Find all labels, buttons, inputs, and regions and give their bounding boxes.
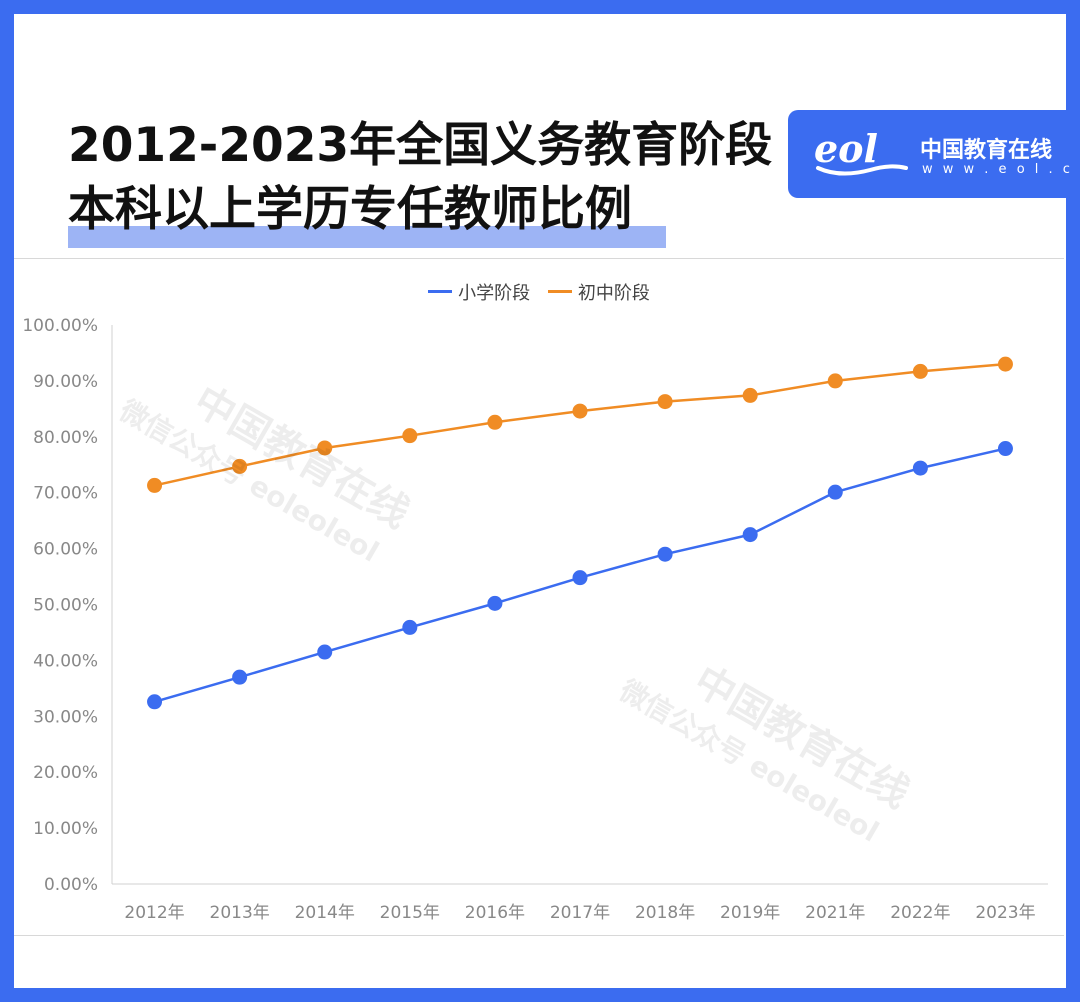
x-tick-label: 2017年 [550, 903, 610, 923]
data-point-0-8 [827, 484, 843, 500]
x-tick-label: 2022年 [890, 903, 950, 923]
x-tick-label: 2015年 [380, 903, 440, 923]
data-point-1-2 [317, 440, 333, 456]
svg-text:eol: eol [814, 126, 878, 171]
data-point-0-6 [657, 546, 673, 562]
x-tick-label: 2023年 [975, 903, 1035, 923]
data-point-0-5 [572, 570, 588, 586]
y-tick-label: 90.00% [33, 372, 98, 392]
y-tick-label: 70.00% [33, 484, 98, 504]
legend-swatch-junior [547, 290, 572, 293]
data-point-1-10 [997, 356, 1013, 372]
data-point-1-4 [487, 414, 503, 430]
data-point-0-1 [232, 669, 248, 685]
y-tick-label: 60.00% [33, 540, 98, 560]
data-point-1-7 [742, 387, 758, 403]
y-tick-label: 30.00% [33, 707, 98, 727]
x-tick-label: 2014年 [295, 903, 355, 923]
data-point-1-3 [402, 428, 418, 444]
legend-swatch-primary [428, 290, 453, 293]
y-tick-label: 10.00% [33, 819, 98, 839]
data-point-0-7 [742, 527, 758, 543]
page-title-line1: 2012-2023年全国义务教育阶段 [68, 114, 772, 178]
x-tick-label: 2018年 [635, 903, 695, 923]
title-block: 2012-2023年全国义务教育阶段 本科以上学历专任教师比例 [68, 114, 772, 248]
y-tick-label: 20.00% [33, 763, 98, 783]
y-tick-label: 80.00% [33, 428, 98, 448]
x-tick-label: 2021年 [805, 903, 865, 923]
logo-name: 中国教育在线 [920, 138, 1053, 163]
data-point-1-9 [912, 363, 928, 379]
title-line1-text: 2012-2023年全国义务教育阶段 [68, 118, 773, 173]
title-highlight-bar [68, 226, 666, 248]
eol-logo: eol 中国教育在线 w w w . e o l . c n [788, 110, 1080, 198]
data-point-0-3 [402, 619, 418, 635]
data-point-1-6 [657, 394, 673, 410]
chart-panel: 0.00% 10.00% 20.00% 30.00% 40.00% 50.00% 60.00… [14, 258, 1064, 936]
y-tick-label: 40.00% [33, 651, 98, 671]
legend-label-primary: 小学阶段 [458, 282, 531, 304]
x-tick-label: 2012年 [124, 903, 184, 923]
data-point-0-2 [317, 644, 333, 660]
data-point-0-4 [487, 595, 503, 611]
legend-item-primary[interactable]: 小学阶段 [428, 279, 530, 305]
y-tick-label: 100.00% [22, 316, 98, 336]
legend-label-junior: 初中阶段 [577, 282, 650, 304]
data-point-0-0 [147, 694, 163, 710]
data-point-1-1 [232, 458, 248, 474]
data-point-0-10 [997, 441, 1013, 457]
eol-logo-mark-icon: eol [814, 126, 908, 176]
y-tick-label: 50.00% [33, 596, 98, 616]
x-tick-label: 2019年 [720, 903, 780, 923]
y-tick-label: 0.00% [44, 875, 98, 895]
legend-item-junior[interactable]: 初中阶段 [547, 279, 650, 305]
x-tick-label: 2013年 [210, 903, 270, 923]
data-point-1-8 [827, 373, 843, 389]
data-point-1-0 [147, 477, 163, 493]
logo-url: w w w . e o l . c n [922, 162, 1080, 177]
page-title-line2: 本科以上学历专任教师比例 [68, 178, 666, 248]
data-point-1-5 [572, 403, 588, 419]
x-tick-label: 2016年 [465, 903, 525, 923]
title-line2-text: 本科以上学历专任教师比例 [68, 182, 632, 237]
line-chart: 0.00% 10.00% 20.00% 30.00% 40.00% 50.00% 60.00… [22, 316, 1048, 923]
data-point-0-9 [912, 460, 928, 476]
chart-legend: 小学阶段 初中阶段 [14, 277, 1064, 305]
